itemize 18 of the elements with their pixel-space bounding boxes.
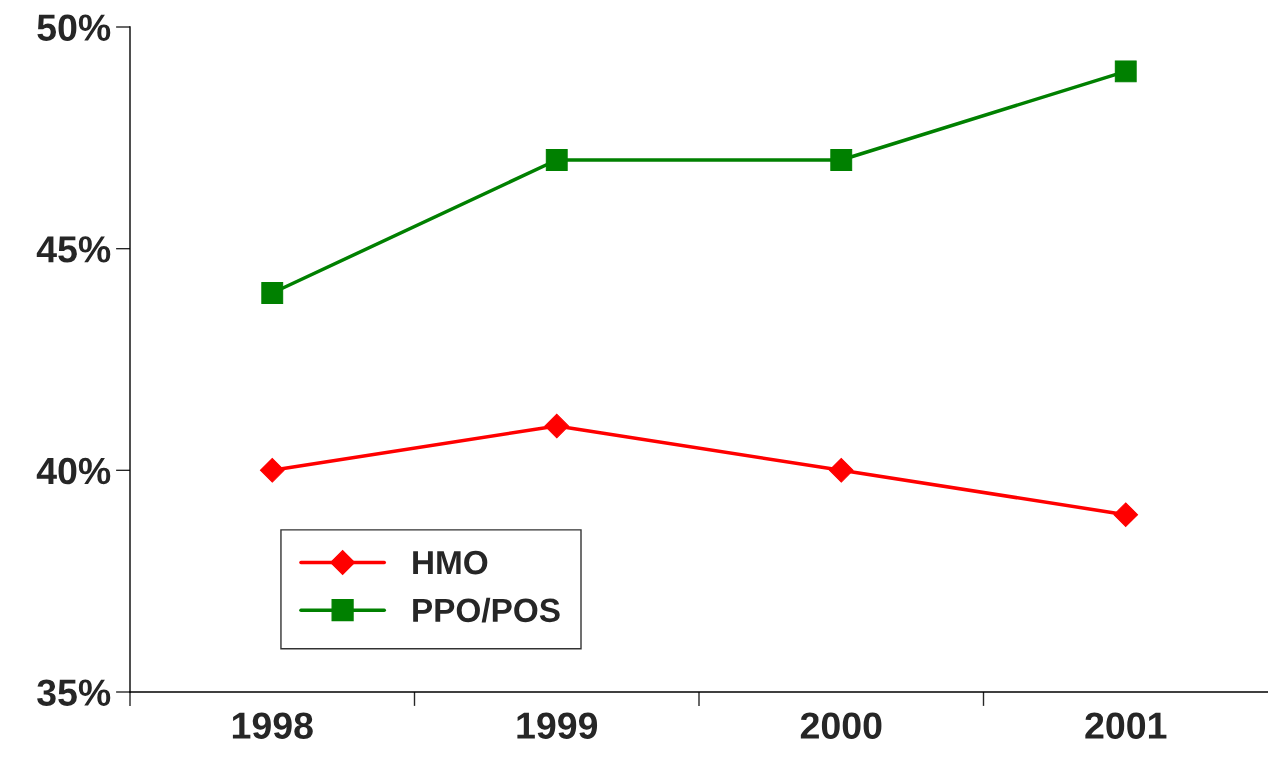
y-tick-label: 35% <box>37 679 111 707</box>
point <box>1113 502 1139 527</box>
x-tick-label: 2001 <box>1085 712 1167 739</box>
x-tick-label: 1999 <box>517 712 598 739</box>
y-tick-label: 45% <box>36 236 111 263</box>
legend-label: PPO/POS <box>413 597 560 623</box>
point <box>828 458 854 483</box>
point <box>830 149 853 171</box>
point <box>545 149 568 171</box>
point <box>259 458 285 483</box>
point <box>1114 60 1137 83</box>
y-tick-label: 50% <box>37 14 111 41</box>
legend-label: HMO <box>413 550 488 575</box>
y-tick-label: 40% <box>36 457 111 485</box>
point <box>544 413 570 439</box>
x-tick-label: 2000 <box>800 712 882 739</box>
x-tick-label: 1998 <box>232 712 313 739</box>
point <box>261 282 284 304</box>
